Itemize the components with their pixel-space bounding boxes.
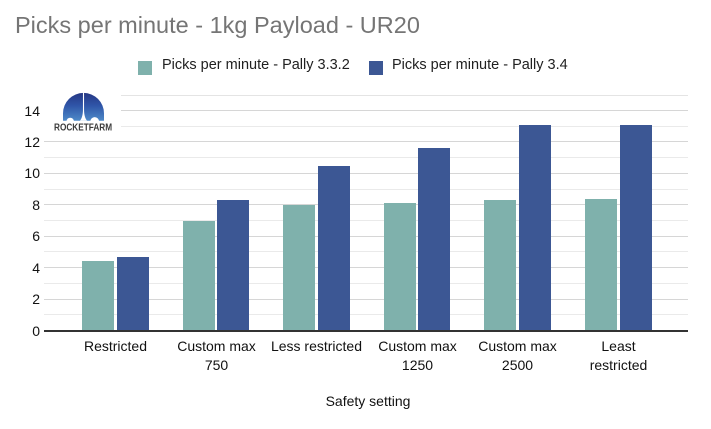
- svg-text:ROCKETFARM: ROCKETFARM: [54, 122, 112, 133]
